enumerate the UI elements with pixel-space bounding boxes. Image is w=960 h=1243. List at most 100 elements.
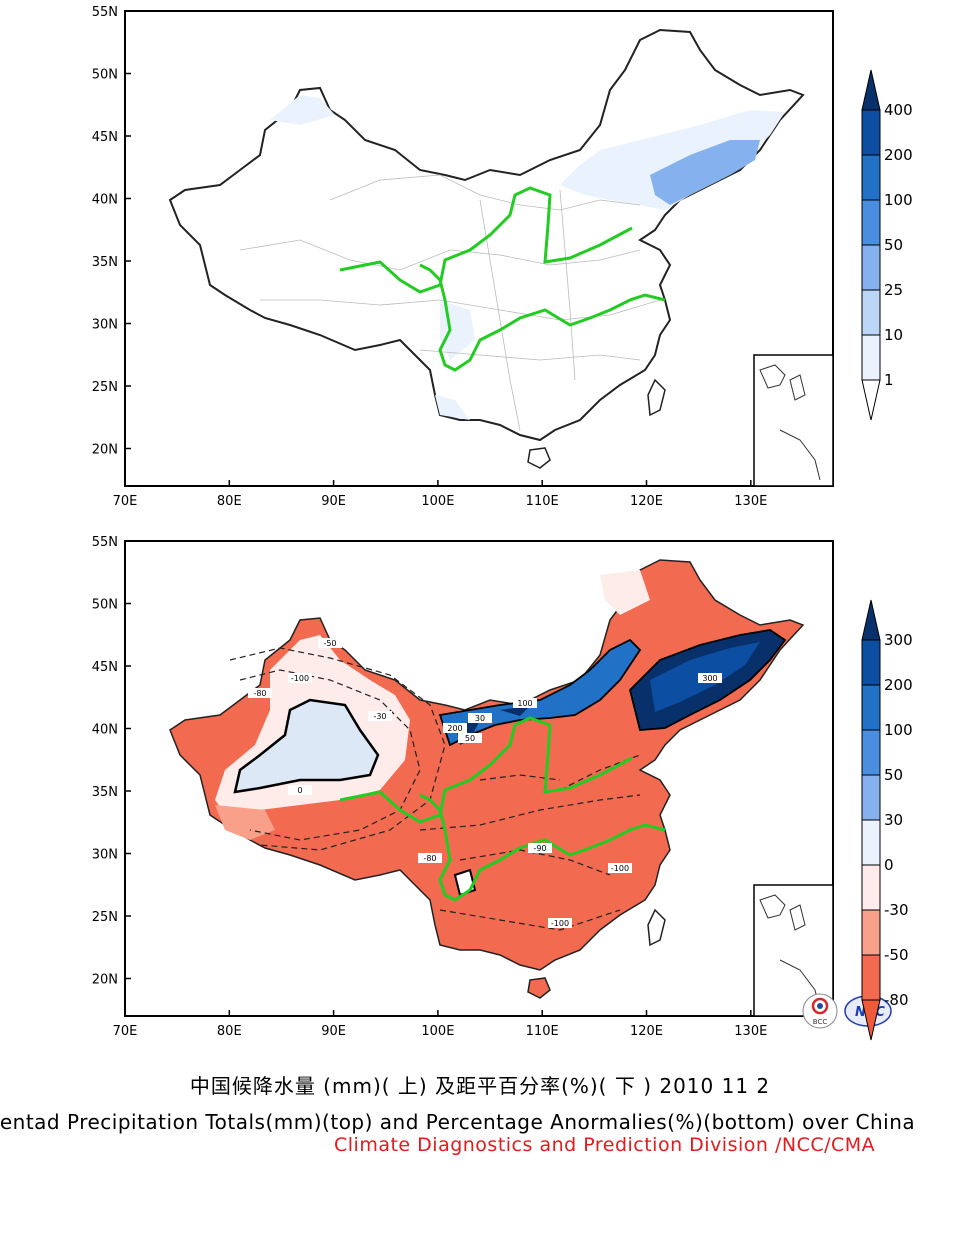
caption-english: Pentad Precipitation Totals(mm)(top) and… — [0, 1110, 916, 1134]
top-precip-mid-area-ne — [650, 140, 760, 205]
colorbar-segment — [861, 244, 881, 291]
bottom-area-w-pink — [215, 805, 275, 840]
colorbar-arrow-bottom — [861, 379, 881, 421]
contour-label-bg — [468, 713, 492, 723]
lat-tick-label: 40N — [92, 723, 118, 738]
bottom-yellow-river — [339, 716, 633, 824]
lat-tick-label: 35N — [92, 255, 118, 270]
contour-label-bg — [248, 688, 272, 698]
lat-tick-label: 40N — [92, 193, 118, 208]
contour-label: -80 — [253, 689, 266, 698]
colorbar-segment — [861, 774, 881, 821]
bottom-contour-labels: -100 -80 -50 -30 0 30 50 100 200 300 -90 -80 -100 -10… — [248, 638, 722, 928]
colorbar-label: 1 — [884, 371, 894, 389]
colorbar-label: -80 — [884, 991, 909, 1009]
colorbar-label: 50 — [884, 766, 903, 784]
colorbar-label: -50 — [884, 946, 909, 964]
lat-tick-label: 30N — [92, 848, 118, 863]
top-yangtze-river — [419, 263, 666, 372]
colorbar-segment — [861, 909, 881, 956]
lat-tick-label: 20N — [92, 443, 118, 458]
top-hainan — [527, 447, 551, 469]
bottom-area-n-pink — [600, 570, 650, 615]
top-province-lines — [239, 174, 661, 431]
bcc-logo: BCC — [802, 993, 838, 1029]
contour-label: 200 — [447, 724, 462, 733]
top-precip-light-area-nw — [270, 95, 335, 125]
lat-tick-label: 25N — [92, 380, 118, 395]
colorbar-segment — [861, 684, 881, 731]
contour-label-bg — [458, 733, 482, 743]
lon-tick-label: 110E — [526, 494, 559, 509]
colorbar-label: 50 — [884, 236, 903, 254]
contour-label: 0 — [297, 786, 302, 795]
colorbar-arrow-bottom — [861, 999, 881, 1041]
lon-tick-label: 100E — [421, 494, 454, 509]
contour-label-bg — [368, 711, 392, 721]
lon-tick-label: 80E — [217, 1024, 242, 1039]
caption-division: Climate Diagnostics and Prediction Divis… — [334, 1134, 876, 1156]
lon-tick-label: 80E — [217, 494, 242, 509]
contour-label-bg — [513, 698, 537, 708]
colorbar-label: 10 — [884, 326, 903, 344]
colorbar-segment — [861, 289, 881, 336]
contour-label: -90 — [533, 844, 546, 853]
contour-label: 50 — [465, 734, 475, 743]
lon-tick-label: 120E — [630, 1024, 663, 1039]
contour-label: -100 — [291, 674, 309, 683]
top-yellow-river — [339, 186, 633, 294]
lat-tick-label: 55N — [92, 5, 118, 20]
contour-label-bg — [443, 723, 467, 733]
contour-label: -80 — [423, 854, 436, 863]
contour-label: 30 — [475, 714, 485, 723]
contour-label-bg — [548, 918, 572, 928]
contour-label: -100 — [611, 864, 629, 873]
bottom-area-nw-blue — [233, 698, 380, 794]
lat-tick-label: 20N — [92, 973, 118, 988]
colorbar-arrow-top — [861, 599, 881, 641]
lon-tick-label: 70E — [113, 494, 138, 509]
top-colorbar: 400 200 100 50 25 10 1 — [861, 69, 913, 421]
lat-tick-label: 45N — [92, 130, 118, 145]
lat-tick-label: 25N — [92, 910, 118, 925]
colorbar-segment — [861, 109, 881, 156]
contour-label-bg — [288, 785, 312, 795]
colorbar-segment — [861, 199, 881, 246]
contour-label: -50 — [323, 639, 336, 648]
contour-label-bg — [288, 673, 312, 683]
bottom-lat-axis: 55N 50N 45N 40N 35N 30N 25N 20N — [92, 535, 131, 988]
bottom-anomaly-map: 55N 50N 45N 40N 35N 30N 25N 20N 70E 80E 90E 100E 11… — [92, 535, 913, 1041]
contour-label: 300 — [702, 674, 717, 683]
lat-tick-label: 35N — [92, 785, 118, 800]
colorbar-label: 100 — [884, 191, 913, 209]
contour-label-bg — [528, 843, 552, 853]
colorbar-label: 25 — [884, 281, 903, 299]
top-south-china-sea-inset — [753, 354, 834, 487]
contour-label: 100 — [517, 699, 532, 708]
top-lat-axis: 55N 50N 45N 40N 35N 30N 25N 20N — [92, 5, 131, 458]
lat-tick-label: 45N — [92, 660, 118, 675]
bottom-yangtze-river — [419, 793, 666, 902]
colorbar-label: 0 — [884, 856, 894, 874]
lon-tick-label: 90E — [321, 1024, 346, 1039]
lat-tick-label: 50N — [92, 598, 118, 613]
lon-tick-label: 100E — [421, 1024, 454, 1039]
contour-label: -30 — [373, 712, 386, 721]
top-lon-axis: 70E 80E 90E 100E 110E 120E 130E — [113, 480, 767, 509]
contour-label-bg — [608, 863, 632, 873]
colorbar-segment — [861, 334, 881, 381]
bottom-taiwan — [647, 908, 666, 947]
colorbar-label: 30 — [884, 811, 903, 829]
lat-tick-label: 50N — [92, 68, 118, 83]
colorbar-label: 200 — [884, 676, 913, 694]
colorbar-label: 200 — [884, 146, 913, 164]
contour-label-bg — [318, 638, 342, 648]
bcc-logo-text: BCC — [813, 1018, 828, 1026]
contour-label: -100 — [551, 919, 569, 928]
top-precip-light-area-s — [435, 395, 470, 420]
colorbar-label: 300 — [884, 631, 913, 649]
lat-tick-label: 55N — [92, 535, 118, 550]
colorbar-segment — [861, 729, 881, 776]
